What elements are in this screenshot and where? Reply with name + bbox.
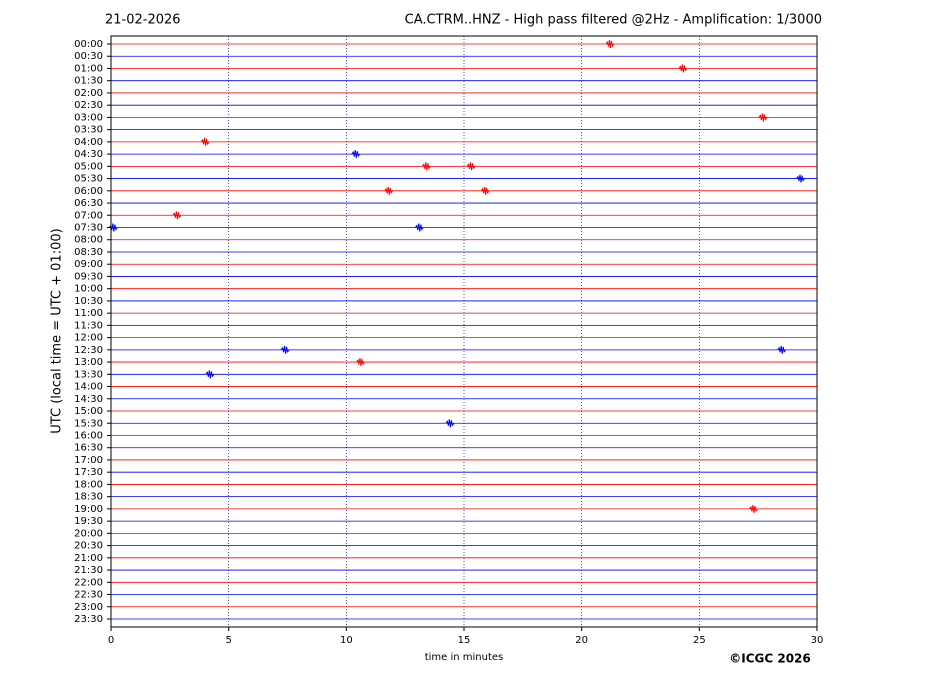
y-tick-label: 06:30 [74, 198, 103, 209]
y-tick-label: 14:00 [74, 382, 103, 393]
y-tick-label: 17:30 [74, 467, 103, 478]
y-tick-label: 01:00 [74, 63, 103, 74]
event [205, 370, 215, 379]
x-tick-label: 5 [225, 635, 231, 646]
y-tick-label: 22:00 [74, 577, 103, 588]
x-tick-label: 20 [575, 635, 588, 646]
chart-title: CA.CTRM..HNZ - High pass filtered @2Hz -… [405, 13, 822, 28]
y-tick-label: 20:00 [74, 528, 103, 539]
y-tick-label: 16:00 [74, 430, 103, 441]
event [445, 419, 455, 428]
x-tick-label: 30 [811, 635, 824, 646]
y-tick-label: 05:00 [74, 161, 103, 172]
y-tick-label: 09:30 [74, 271, 103, 282]
y-tick-label: 01:30 [74, 76, 103, 87]
y-tick-label: 12:30 [74, 345, 103, 356]
x-tick-label: 25 [693, 635, 706, 646]
y-tick-label: 23:30 [74, 614, 103, 625]
y-tick-label: 00:00 [74, 39, 103, 50]
event [421, 162, 431, 171]
y-tick-label: 20:30 [74, 541, 103, 552]
y-tick-label: 05:30 [74, 174, 103, 185]
event [414, 223, 424, 232]
chart-date: 21-02-2026 [105, 13, 181, 28]
y-tick-label: 17:00 [74, 455, 103, 466]
y-tick-label: 07:00 [74, 210, 103, 221]
event [280, 345, 290, 354]
y-axis-label: UTC (local time = UTC + 01:00) [50, 228, 65, 433]
y-tick-label: 12:00 [74, 333, 103, 344]
y-tick-label: 19:30 [74, 516, 103, 527]
event [796, 174, 805, 183]
y-tick-label: 11:00 [74, 308, 103, 319]
x-tick-label: 15 [458, 635, 471, 646]
x-tick-label: 10 [340, 635, 353, 646]
y-tick-label: 10:30 [74, 296, 103, 307]
y-tick-label: 16:30 [74, 443, 103, 454]
y-tick-label: 13:00 [74, 357, 103, 368]
y-tick-label: 23:00 [74, 602, 103, 613]
event [605, 39, 615, 49]
y-tick-label: 18:00 [74, 479, 103, 490]
y-tick-label: 15:30 [74, 418, 103, 429]
event [777, 345, 787, 354]
y-tick-label: 10:00 [74, 284, 103, 295]
event [749, 504, 758, 513]
y-tick-label: 02:30 [74, 100, 103, 111]
event [356, 358, 365, 367]
event [678, 64, 688, 73]
copyright: ©ICGC 2026 [729, 652, 811, 666]
plot-frame [110, 35, 818, 628]
y-tick-label: 09:00 [74, 259, 103, 270]
y-tick-label: 21:30 [74, 565, 103, 576]
x-tick-label: 0 [108, 635, 114, 646]
y-tick-label: 03:00 [74, 112, 103, 123]
y-tick-label: 15:00 [74, 406, 103, 417]
event [480, 186, 490, 195]
y-tick-label: 06:00 [74, 186, 103, 197]
event [758, 113, 768, 122]
y-tick-label: 08:30 [74, 247, 103, 258]
y-tick-label: 00:30 [74, 51, 103, 62]
event [466, 162, 476, 171]
y-tick-label: 03:30 [74, 125, 103, 136]
y-tick-label: 04:00 [74, 137, 103, 148]
event [200, 137, 210, 146]
event [384, 186, 394, 195]
y-tick-label: 04:30 [74, 149, 103, 160]
y-tick-label: 18:30 [74, 492, 103, 503]
y-tick-label: 07:30 [74, 223, 103, 234]
y-tick-label: 21:00 [74, 553, 103, 564]
event [172, 211, 182, 220]
y-tick-label: 13:30 [74, 369, 103, 380]
y-tick-label: 14:30 [74, 394, 103, 405]
event [351, 150, 361, 159]
x-axis-label: time in minutes [425, 652, 504, 663]
y-tick-label: 19:00 [74, 504, 103, 515]
y-tick-label: 22:30 [74, 590, 103, 601]
y-tick-label: 08:00 [74, 235, 103, 246]
y-tick-label: 02:00 [74, 88, 103, 99]
y-tick-label: 11:30 [74, 320, 103, 331]
